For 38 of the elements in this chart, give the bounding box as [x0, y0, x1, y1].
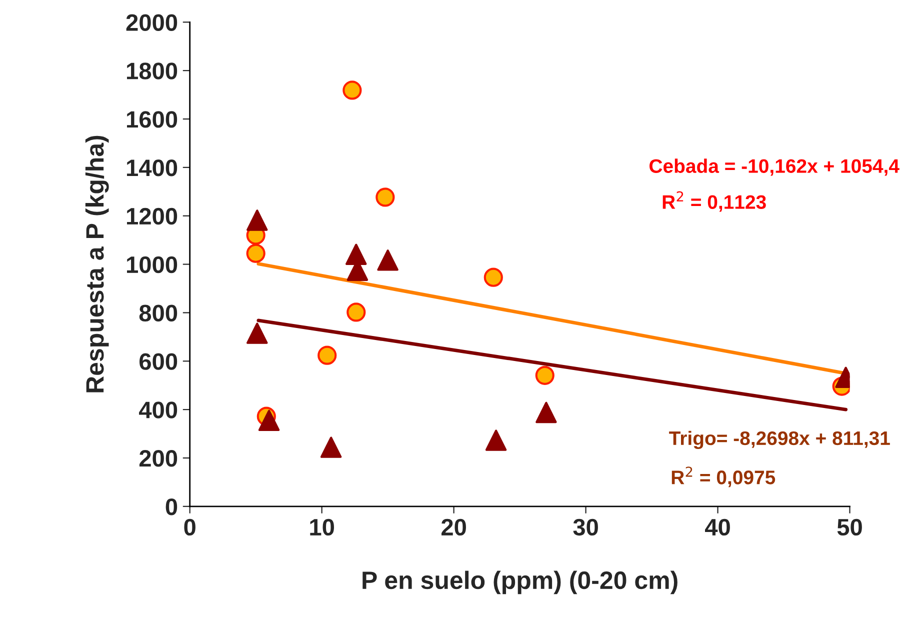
point	[536, 402, 557, 424]
y-tick-label: 400	[139, 402, 178, 418]
point	[376, 188, 395, 207]
x-tick-label: 20	[441, 518, 466, 536]
point	[485, 430, 507, 451]
x-tick-label: 30	[573, 518, 598, 536]
annotation: Trigo= -8,2698x + 811,31	[669, 430, 890, 450]
point	[377, 250, 398, 271]
point	[318, 346, 337, 365]
y-tick-label: 2000	[126, 14, 178, 31]
y-tick-label: 1600	[127, 111, 178, 128]
x-tick-label: 0	[184, 518, 196, 536]
y-tick-label: 1200	[127, 208, 178, 225]
point	[246, 244, 266, 263]
y-axis-title: Respuesta a P (kg/ha)	[85, 136, 109, 392]
y-tick-label: 1400	[127, 159, 178, 176]
x-tick-label: 40	[705, 518, 730, 536]
point	[246, 210, 268, 231]
point	[346, 302, 366, 322]
point	[320, 436, 342, 458]
x-axis-title: P en suelo (ppm) (0-20 cm)	[362, 570, 678, 594]
y-tick-label: 800	[139, 304, 178, 322]
y-tick-label: 600	[140, 353, 178, 370]
annotation: Cebada = -10,162x + 1054,4	[650, 158, 900, 176]
point	[246, 322, 268, 344]
point	[484, 268, 503, 287]
annotation: R$^{2}$ = 0,0975	[672, 466, 776, 488]
x-tick-label: 10	[310, 518, 334, 536]
point	[535, 366, 554, 385]
y-tick-label: 200	[139, 450, 178, 467]
annotation: R$^{2}$ = 0,1123	[662, 191, 766, 212]
point	[346, 244, 367, 265]
x-tick-label: 50	[837, 518, 862, 536]
point	[258, 410, 280, 432]
y-tick-label: 1000	[127, 256, 178, 274]
y-tick-label: 1800	[127, 62, 178, 80]
point	[342, 80, 362, 100]
y-tick-label: 0	[166, 498, 178, 516]
